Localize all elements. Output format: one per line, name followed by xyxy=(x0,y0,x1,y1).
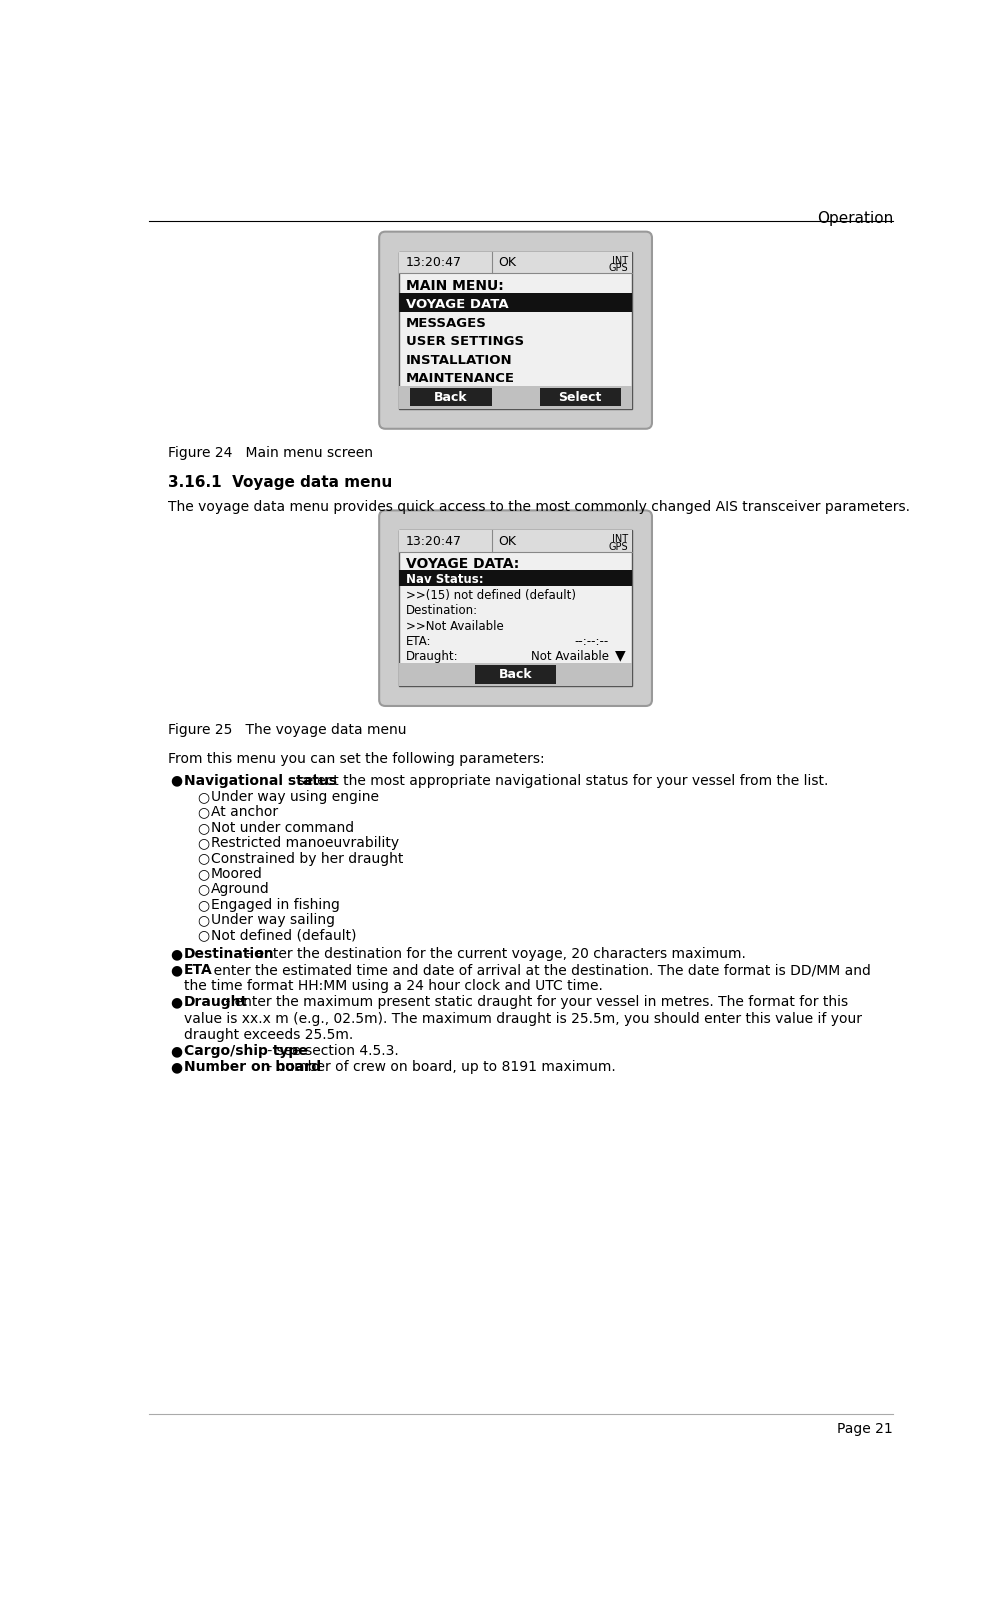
Text: --:--:--: --:--:-- xyxy=(574,635,609,648)
Text: Page 21: Page 21 xyxy=(837,1422,893,1437)
Text: Back: Back xyxy=(499,667,532,680)
Text: MAIN MENU:: MAIN MENU: xyxy=(405,280,503,292)
Text: ●: ● xyxy=(170,947,182,962)
Bar xyxy=(399,252,632,409)
Bar xyxy=(410,388,492,407)
Text: Engaged in fishing: Engaged in fishing xyxy=(211,898,340,911)
Text: ETA: ETA xyxy=(184,963,212,978)
Text: ○: ○ xyxy=(197,790,209,803)
Text: ▼: ▼ xyxy=(615,648,626,663)
Bar xyxy=(399,386,632,409)
Text: Constrained by her draught: Constrained by her draught xyxy=(211,852,403,866)
Text: Navigational status: Navigational status xyxy=(184,774,337,787)
Text: ●: ● xyxy=(170,995,182,1010)
Text: ○: ○ xyxy=(197,821,209,835)
Text: ○: ○ xyxy=(197,805,209,819)
Text: MAINTENANCE: MAINTENANCE xyxy=(405,372,514,385)
Text: GPS: GPS xyxy=(609,263,628,273)
Text: USER SETTINGS: USER SETTINGS xyxy=(405,335,524,347)
FancyBboxPatch shape xyxy=(379,511,652,706)
Text: Nav Status:: Nav Status: xyxy=(405,574,483,587)
Bar xyxy=(399,530,632,685)
Text: Moored: Moored xyxy=(211,866,263,881)
Text: Not defined (default): Not defined (default) xyxy=(211,929,356,942)
Text: Destination:: Destination: xyxy=(405,604,478,617)
Text: 3.16.1  Voyage data menu: 3.16.1 Voyage data menu xyxy=(168,475,392,490)
Text: Not Available: Not Available xyxy=(530,651,609,664)
Text: From this menu you can set the following parameters:: From this menu you can set the following… xyxy=(168,751,545,766)
Bar xyxy=(399,663,632,685)
Text: ○: ○ xyxy=(197,898,209,911)
Text: ●: ● xyxy=(170,1060,182,1075)
Bar xyxy=(399,292,632,312)
Text: Aground: Aground xyxy=(211,882,270,897)
Text: The voyage data menu provides quick access to the most commonly changed AIS tran: The voyage data menu provides quick acce… xyxy=(168,499,910,514)
Text: Figure 24   Main menu screen: Figure 24 Main menu screen xyxy=(168,446,373,459)
Text: Select: Select xyxy=(558,391,602,404)
Text: Draught:: Draught: xyxy=(405,651,458,664)
Text: Operation: Operation xyxy=(817,210,893,226)
Text: Not under command: Not under command xyxy=(211,821,354,835)
Bar xyxy=(399,252,632,273)
Text: VOYAGE DATA: VOYAGE DATA xyxy=(405,299,508,312)
Text: 13:20:47: 13:20:47 xyxy=(405,535,462,548)
Text: draught exceeds 25.5m.: draught exceeds 25.5m. xyxy=(184,1028,353,1042)
Text: Draught: Draught xyxy=(184,995,248,1010)
Text: Under way using engine: Under way using engine xyxy=(211,790,379,803)
Text: Number on board: Number on board xyxy=(184,1060,321,1075)
Text: - enter the destination for the current voyage, 20 characters maximum.: - enter the destination for the current … xyxy=(241,947,745,962)
Bar xyxy=(399,530,632,553)
Bar xyxy=(475,666,556,684)
Text: >>Not Available: >>Not Available xyxy=(405,619,503,633)
Text: OK: OK xyxy=(499,255,516,268)
Text: ○: ○ xyxy=(197,835,209,850)
Bar xyxy=(399,570,632,587)
Text: INT: INT xyxy=(612,255,628,265)
Text: - enter the estimated time and date of arrival at the destination. The date form: - enter the estimated time and date of a… xyxy=(199,963,870,978)
Text: Under way sailing: Under way sailing xyxy=(211,913,335,928)
Text: INSTALLATION: INSTALLATION xyxy=(405,354,512,367)
Text: ●: ● xyxy=(170,1044,182,1058)
Text: - enter the maximum present static draught for your vessel in metres. The format: - enter the maximum present static draug… xyxy=(220,995,848,1010)
Text: ETA:: ETA: xyxy=(405,635,431,648)
Text: Back: Back xyxy=(434,391,468,404)
Text: ○: ○ xyxy=(197,866,209,881)
Text: GPS: GPS xyxy=(609,541,628,553)
Text: - see section 4.5.3.: - see section 4.5.3. xyxy=(263,1044,398,1058)
Text: Restricted manoeuvrability: Restricted manoeuvrability xyxy=(211,835,399,850)
Text: VOYAGE DATA:: VOYAGE DATA: xyxy=(405,558,519,570)
Text: - select the most appropriate navigational status for your vessel from the list.: - select the most appropriate navigation… xyxy=(284,774,828,787)
Text: value is xx.x m (e.g., 02.5m). The maximum draught is 25.5m, you should enter th: value is xx.x m (e.g., 02.5m). The maxim… xyxy=(184,1012,862,1026)
Text: ○: ○ xyxy=(197,882,209,897)
Text: ○: ○ xyxy=(197,852,209,866)
Text: At anchor: At anchor xyxy=(211,805,278,819)
Text: INT: INT xyxy=(612,535,628,545)
Text: the time format HH:MM using a 24 hour clock and UTC time.: the time format HH:MM using a 24 hour cl… xyxy=(184,979,603,994)
Text: Cargo/ship type: Cargo/ship type xyxy=(184,1044,308,1058)
Text: ●: ● xyxy=(170,774,182,787)
Text: OK: OK xyxy=(499,535,516,548)
Text: ○: ○ xyxy=(197,913,209,928)
Text: ●: ● xyxy=(170,963,182,978)
FancyBboxPatch shape xyxy=(379,231,652,428)
Text: MESSAGES: MESSAGES xyxy=(405,317,486,330)
Text: 13:20:47: 13:20:47 xyxy=(405,255,462,268)
Bar xyxy=(539,388,621,407)
Text: >>(15) not defined (default): >>(15) not defined (default) xyxy=(405,588,575,601)
Text: - number of crew on board, up to 8191 maximum.: - number of crew on board, up to 8191 ma… xyxy=(263,1060,616,1075)
Text: Destination: Destination xyxy=(184,947,275,962)
Text: Figure 25   The voyage data menu: Figure 25 The voyage data menu xyxy=(168,722,406,737)
Text: ○: ○ xyxy=(197,929,209,942)
